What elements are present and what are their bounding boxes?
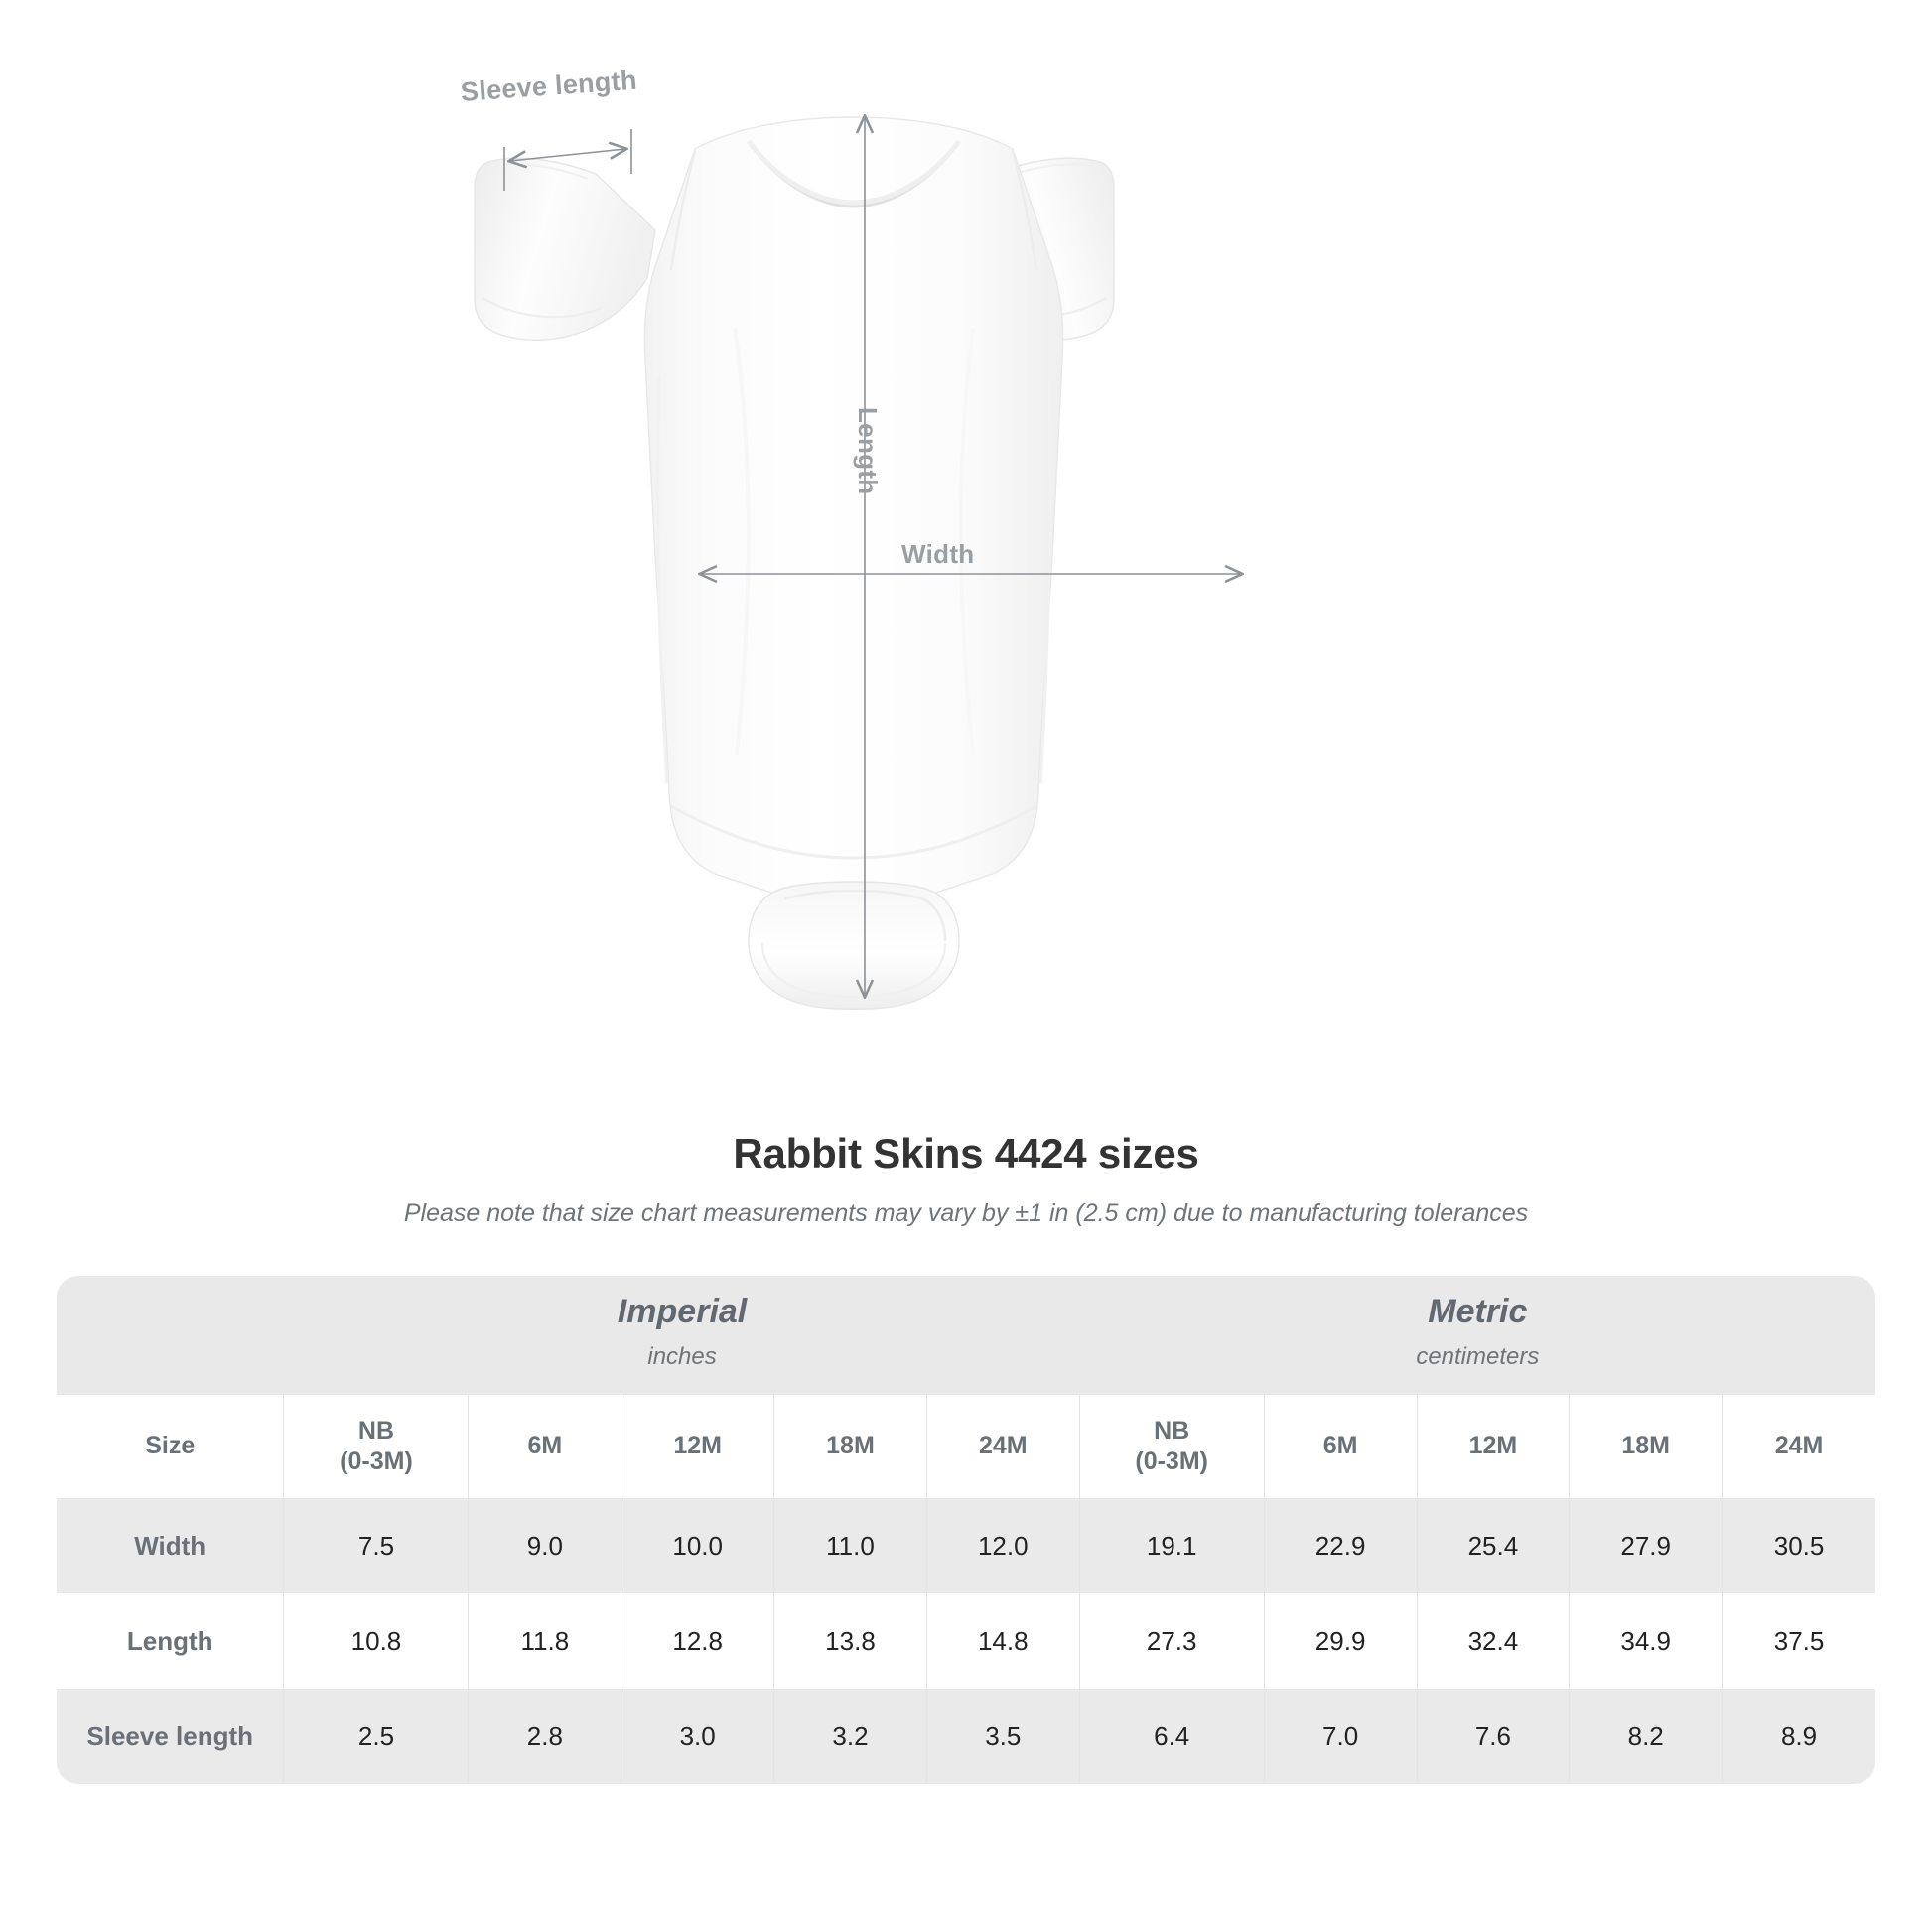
cell: 6.4 [1079,1689,1265,1784]
unit-group-metric: Metric centimeters [1079,1276,1875,1395]
size-header-label: Size [57,1395,285,1498]
cell: 7.0 [1264,1689,1418,1784]
measurement-guides [503,117,1241,996]
size-col-imperial-24m: 24M [926,1395,1080,1498]
unit-header-row: Imperial inches Metric centimeters [57,1276,1875,1395]
unit-group-imperial: Imperial inches [284,1276,1080,1395]
size-col-imperial-18m: 18M [774,1395,927,1498]
cell: 8.2 [1570,1689,1724,1784]
row-label-length: Length [57,1593,285,1689]
cell: 27.9 [1570,1498,1724,1593]
size-chart-table-wrapper: Imperial inches Metric centimeters Size … [57,1276,1875,1784]
size-col-metric-12m: 12M [1417,1395,1571,1498]
size-col-metric-24m: 24M [1723,1395,1875,1498]
cell: 11.0 [774,1498,927,1593]
table-row: Length 10.8 11.8 12.8 13.8 14.8 27.3 29.… [57,1593,1875,1689]
bodysuit-drawing [474,0,1932,1010]
length-label: Length [853,407,883,495]
cell: 2.8 [469,1689,622,1784]
cell: 12.0 [926,1498,1080,1593]
cell: 9.0 [469,1498,622,1593]
size-chart-table: Imperial inches Metric centimeters Size … [57,1276,1875,1784]
cell: 3.2 [774,1689,927,1784]
cell: 14.8 [926,1593,1080,1689]
size-col-imperial-6m: 6M [469,1395,622,1498]
cell: 13.8 [774,1593,927,1689]
size-col-imperial-nb: NB (0-3M) [284,1395,470,1498]
cell: 22.9 [1264,1498,1418,1593]
row-label-width: Width [57,1498,285,1593]
cell: 19.1 [1079,1498,1265,1593]
cell: 25.4 [1417,1498,1571,1593]
table-row: Width 7.5 9.0 10.0 11.0 12.0 19.1 22.9 2… [57,1498,1875,1593]
sleeve-length-arrow [510,149,625,161]
unit-sub-imperial: inches [647,1342,717,1370]
cell: 10.8 [284,1593,470,1689]
size-col-imperial-12m: 12M [621,1395,775,1498]
width-label: Width [901,539,975,569]
page-title: Rabbit Skins 4424 sizes [733,1130,1199,1176]
unit-name-imperial: Imperial [617,1292,748,1330]
cell: 2.5 [284,1689,470,1784]
left-sleeve [474,157,656,341]
cell: 32.4 [1417,1593,1571,1689]
cell: 8.9 [1723,1689,1875,1784]
cell: 10.0 [621,1498,775,1593]
size-header-row: Size NB (0-3M) 6M 12M 18M 24M NB (0-3M) 6M… [57,1395,1875,1498]
unit-spacer-cell [57,1276,285,1395]
heading-block: Rabbit Skins 4424 sizes Please note that… [0,1130,1932,1228]
unit-sub-metric: centimeters [1416,1342,1540,1370]
cell: 3.0 [621,1689,775,1784]
cell: 30.5 [1723,1498,1875,1593]
cell: 7.5 [284,1498,470,1593]
row-label-sleeve-length: Sleeve length [57,1689,285,1784]
table-row: Sleeve length 2.5 2.8 3.0 3.2 3.5 6.4 7.… [57,1689,1875,1784]
cell: 12.8 [621,1593,775,1689]
cell: 29.9 [1264,1593,1418,1689]
cell: 7.6 [1417,1689,1571,1784]
garment-illustration: Sleeve length Length Width [460,0,1932,1010]
unit-name-metric: Metric [1428,1292,1528,1330]
cell: 27.3 [1079,1593,1265,1689]
bodysuit-body [643,116,1064,903]
size-col-metric-18m: 18M [1570,1395,1724,1498]
cell: 34.9 [1570,1593,1724,1689]
cell: 37.5 [1723,1593,1875,1689]
crotch-snap-panel [748,881,960,1010]
page-subtitle: Please note that size chart measurements… [403,1199,1529,1227]
size-col-metric-6m: 6M [1264,1395,1418,1498]
size-col-metric-nb: NB (0-3M) [1079,1395,1265,1498]
cell: 3.5 [926,1689,1080,1784]
cell: 11.8 [469,1593,622,1689]
